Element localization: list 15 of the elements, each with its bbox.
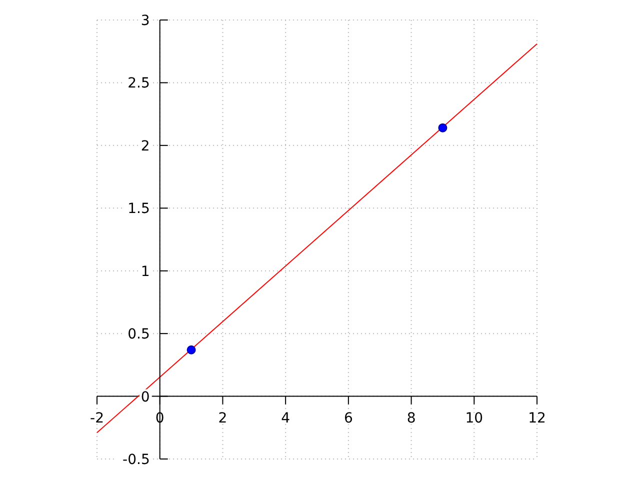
x-tick-label: 6 [344, 410, 353, 426]
y-tick-label: -0.5 [122, 452, 150, 468]
x-tick-label: 10 [465, 410, 484, 426]
x-tick-label: 2 [218, 410, 228, 426]
y-tick-label: 2 [140, 138, 150, 154]
y-tick-label: 1 [140, 264, 150, 280]
x-tick-label: 8 [406, 410, 416, 426]
x-tick-label: 4 [281, 410, 290, 426]
y-tick-label: 2.5 [128, 76, 150, 92]
y-tick-label: 3 [140, 13, 150, 29]
y-tick-label: 0 [140, 389, 150, 406]
y-tick-label: 1.5 [128, 201, 150, 218]
y-tick-label: 0.5 [128, 326, 150, 343]
x-tick-label: -2 [90, 410, 104, 426]
x-tick-label: 12 [528, 410, 546, 426]
